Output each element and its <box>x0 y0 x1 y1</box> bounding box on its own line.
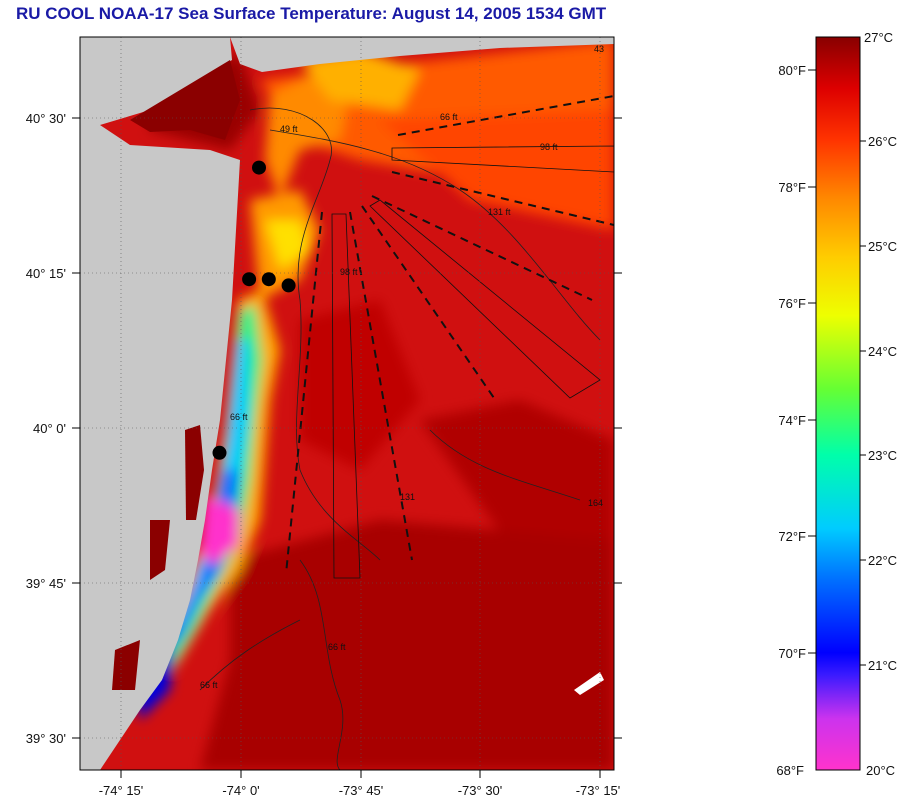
sst-map: 66 ft 49 ft 98 ft 131 ft 98 ft 66 ft 164… <box>80 37 614 770</box>
lon-label: -74° 0' <box>222 783 259 798</box>
station-markers <box>212 160 296 460</box>
colorbar-f-label: 68°F <box>776 763 804 778</box>
temperature-colorbar: 80°F 78°F 76°F 74°F 72°F 70°F 68°F 27°C … <box>776 30 897 778</box>
lon-label: -73° 30' <box>458 783 503 798</box>
map-border <box>79 36 615 771</box>
colorbar-c-label: 20°C <box>866 763 895 778</box>
station-marker <box>261 272 276 287</box>
colorbar-c-label: 27°C <box>864 30 893 45</box>
raritan-bay <box>130 60 240 140</box>
contour-label: 131 ft <box>488 207 511 217</box>
colorbar-c-label: 23°C <box>868 448 897 463</box>
colorbar-f-label: 76°F <box>778 296 806 311</box>
station-marker <box>252 160 266 175</box>
colorbar-f-label: 80°F <box>778 63 806 78</box>
contour-label: 66 ft <box>200 680 218 690</box>
contour-label: 98 ft <box>340 267 358 277</box>
land-mass <box>80 37 240 770</box>
station-marker <box>281 278 296 293</box>
lon-label: -73° 45' <box>339 783 384 798</box>
lon-label: -74° 15' <box>99 783 144 798</box>
colorbar-f-label: 78°F <box>778 180 806 195</box>
contour-label: 131 <box>400 492 415 502</box>
lat-label: 40° 0' <box>33 421 66 436</box>
contour-label: 66 ft <box>440 112 458 122</box>
colorbar-ticks <box>808 69 866 666</box>
graticule <box>80 37 614 770</box>
contour-label: 164 <box>588 498 603 508</box>
colorbar-c-label: 22°C <box>868 553 897 568</box>
contour-label: 98 ft <box>540 142 558 152</box>
contour-label: 43 <box>594 44 604 54</box>
contour-label: 66 ft <box>230 412 248 422</box>
sst-field <box>130 40 614 770</box>
shipping-lanes <box>285 95 614 575</box>
marsh-patch <box>150 520 170 580</box>
depth-contours <box>199 107 601 770</box>
colorbar-gradient <box>815 36 861 771</box>
land-long-island <box>230 37 614 72</box>
latitude-labels: 40° 30' 40° 15' 40° 0' 39° 45' 39° 30' <box>26 111 66 746</box>
lon-label: -73° 15' <box>576 783 621 798</box>
station-marker <box>212 445 227 460</box>
barnegat-bay <box>185 425 204 520</box>
colorbar-f-label: 70°F <box>778 646 806 661</box>
colorbar-c-label: 26°C <box>868 134 897 149</box>
map-title: RU COOL NOAA-17 Sea Surface Temperature:… <box>16 4 607 23</box>
lat-label: 39° 30' <box>26 731 66 746</box>
lat-label: 39° 45' <box>26 576 66 591</box>
marsh-patch-south <box>112 640 140 690</box>
contour-label: 49 ft <box>280 124 298 134</box>
cloud-gap <box>574 672 604 695</box>
contour-label: 66 ft <box>328 642 346 652</box>
contour-label-group: 66 ft 49 ft 98 ft 131 ft 98 ft 66 ft 164… <box>200 44 604 690</box>
lane-boundaries <box>331 145 614 579</box>
lat-label: 40° 30' <box>26 111 66 126</box>
longitude-labels: -74° 15' -74° 0' -73° 45' -73° 30' -73° … <box>99 783 621 798</box>
axis-ticks <box>72 117 622 778</box>
colorbar-c-label: 25°C <box>868 239 897 254</box>
colorbar-c-label: 21°C <box>868 658 897 673</box>
colorbar-f-label: 74°F <box>778 413 806 428</box>
colorbar-c-label: 24°C <box>868 344 897 359</box>
lat-label: 40° 15' <box>26 266 66 281</box>
station-marker <box>242 272 257 287</box>
colorbar-f-label: 72°F <box>778 529 806 544</box>
